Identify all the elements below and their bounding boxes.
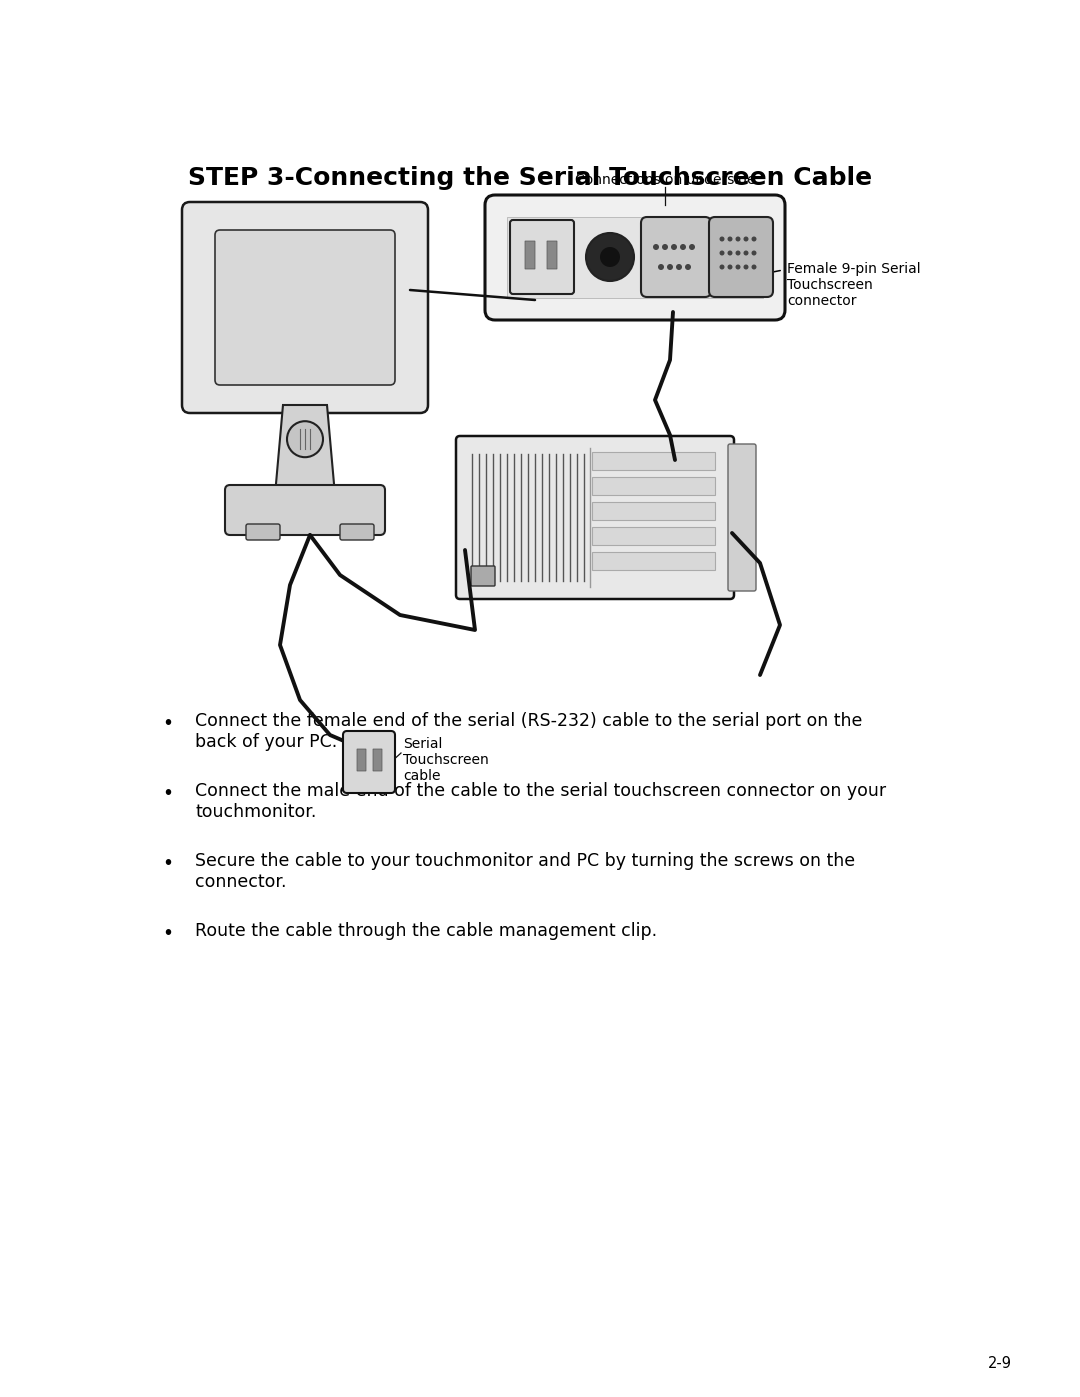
FancyBboxPatch shape xyxy=(215,231,395,386)
Text: Female 9-pin Serial: Female 9-pin Serial xyxy=(787,263,920,277)
FancyBboxPatch shape xyxy=(183,203,428,414)
Circle shape xyxy=(752,236,756,242)
FancyBboxPatch shape xyxy=(592,476,715,495)
Text: •: • xyxy=(162,784,174,803)
Circle shape xyxy=(685,264,691,270)
Circle shape xyxy=(719,236,725,242)
Text: •: • xyxy=(162,854,174,873)
Polygon shape xyxy=(275,405,335,495)
FancyBboxPatch shape xyxy=(728,444,756,591)
FancyBboxPatch shape xyxy=(373,749,382,771)
FancyBboxPatch shape xyxy=(246,524,280,541)
Circle shape xyxy=(689,244,696,250)
FancyBboxPatch shape xyxy=(642,217,711,298)
Circle shape xyxy=(735,264,741,270)
Text: back of your PC.: back of your PC. xyxy=(195,733,337,752)
Circle shape xyxy=(719,250,725,256)
Text: connector: connector xyxy=(787,293,856,307)
Circle shape xyxy=(600,247,620,267)
Circle shape xyxy=(287,422,323,457)
Circle shape xyxy=(728,264,732,270)
Text: 2-9: 2-9 xyxy=(988,1355,1012,1370)
Circle shape xyxy=(728,236,732,242)
Text: connector.: connector. xyxy=(195,873,286,891)
Circle shape xyxy=(728,250,732,256)
Circle shape xyxy=(743,250,748,256)
Text: cable: cable xyxy=(403,768,441,782)
Circle shape xyxy=(752,264,756,270)
Text: Connect the male end of the cable to the serial touchscreen connector on your: Connect the male end of the cable to the… xyxy=(195,782,886,800)
FancyBboxPatch shape xyxy=(456,436,734,599)
Circle shape xyxy=(653,244,659,250)
FancyBboxPatch shape xyxy=(510,219,573,293)
FancyBboxPatch shape xyxy=(708,217,773,298)
Text: •: • xyxy=(162,923,174,943)
FancyBboxPatch shape xyxy=(357,749,366,771)
Circle shape xyxy=(743,236,748,242)
Circle shape xyxy=(680,244,686,250)
FancyBboxPatch shape xyxy=(592,552,715,570)
Text: Connections on underside: Connections on underside xyxy=(575,173,755,187)
FancyBboxPatch shape xyxy=(592,502,715,520)
FancyBboxPatch shape xyxy=(592,527,715,545)
Circle shape xyxy=(735,250,741,256)
Circle shape xyxy=(662,244,669,250)
FancyBboxPatch shape xyxy=(471,566,495,585)
Text: Serial: Serial xyxy=(403,738,443,752)
Circle shape xyxy=(719,264,725,270)
Text: STEP 3-Connecting the Serial Touchscreen Cable: STEP 3-Connecting the Serial Touchscreen… xyxy=(188,166,872,190)
FancyBboxPatch shape xyxy=(525,242,535,270)
Text: Touchscreen: Touchscreen xyxy=(403,753,489,767)
Circle shape xyxy=(667,264,673,270)
FancyBboxPatch shape xyxy=(340,524,374,541)
FancyBboxPatch shape xyxy=(546,242,557,270)
Circle shape xyxy=(586,233,634,281)
Circle shape xyxy=(676,264,681,270)
Text: •: • xyxy=(162,714,174,733)
Circle shape xyxy=(658,264,664,270)
FancyBboxPatch shape xyxy=(507,217,762,298)
Text: Secure the cable to your touchmonitor and PC by turning the screws on the: Secure the cable to your touchmonitor an… xyxy=(195,852,855,870)
Text: touchmonitor.: touchmonitor. xyxy=(195,803,316,821)
FancyBboxPatch shape xyxy=(225,485,384,535)
FancyBboxPatch shape xyxy=(592,453,715,469)
Circle shape xyxy=(743,264,748,270)
Text: Connect the female end of the serial (RS-232) cable to the serial port on the: Connect the female end of the serial (RS… xyxy=(195,712,862,731)
Circle shape xyxy=(752,250,756,256)
Circle shape xyxy=(671,244,677,250)
Circle shape xyxy=(735,236,741,242)
FancyBboxPatch shape xyxy=(343,731,395,793)
Text: Route the cable through the cable management clip.: Route the cable through the cable manage… xyxy=(195,922,657,940)
FancyBboxPatch shape xyxy=(485,196,785,320)
Text: Touchscreen: Touchscreen xyxy=(787,278,873,292)
